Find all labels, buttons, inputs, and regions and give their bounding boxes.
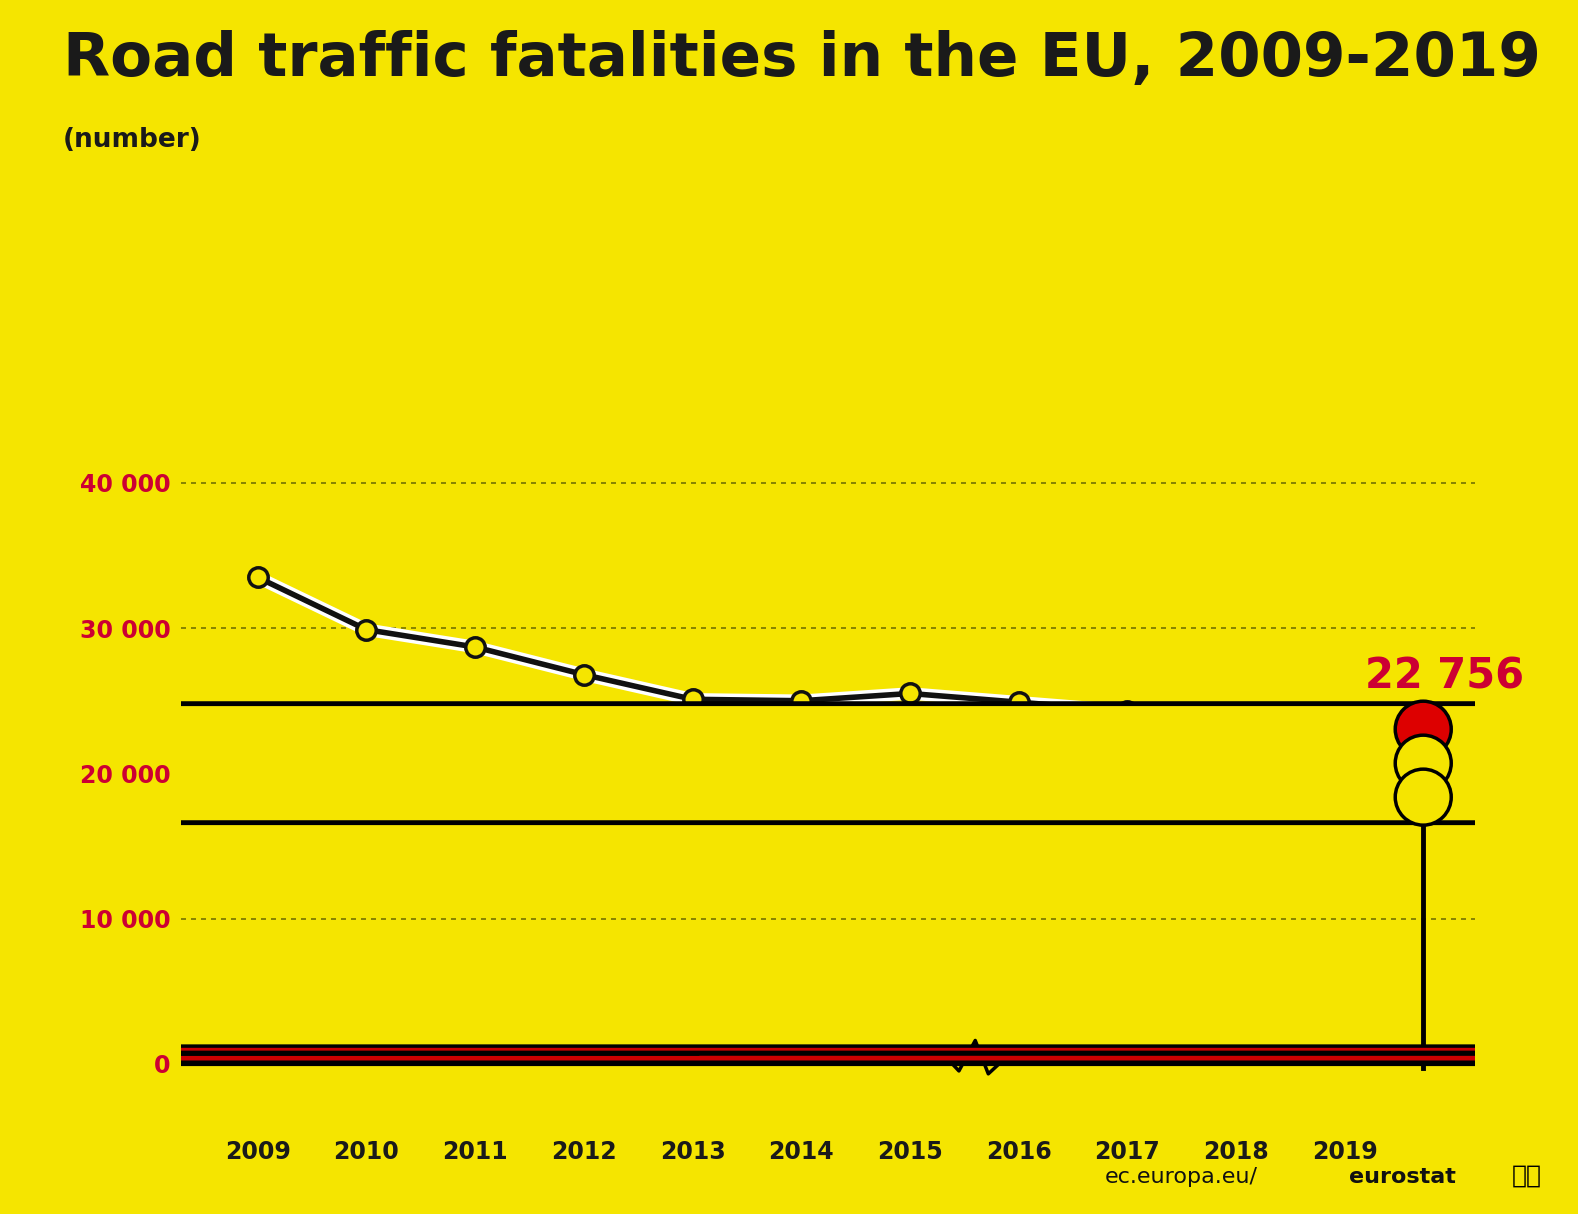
Ellipse shape bbox=[1395, 736, 1452, 792]
Ellipse shape bbox=[1395, 770, 1452, 826]
Ellipse shape bbox=[1395, 702, 1452, 758]
Text: eurostat: eurostat bbox=[1349, 1168, 1456, 1187]
FancyBboxPatch shape bbox=[0, 704, 1578, 823]
Polygon shape bbox=[0, 1046, 1578, 1053]
Text: ec.europa.eu/: ec.europa.eu/ bbox=[1105, 1168, 1258, 1187]
Text: 22 756: 22 756 bbox=[1365, 656, 1524, 698]
Text: 🇪🇺: 🇪🇺 bbox=[1512, 1163, 1542, 1187]
Text: (number): (number) bbox=[63, 127, 202, 153]
Text: Road traffic fatalities in the EU, 2009-2019: Road traffic fatalities in the EU, 2009-… bbox=[63, 30, 1542, 90]
FancyBboxPatch shape bbox=[0, 1051, 1578, 1062]
